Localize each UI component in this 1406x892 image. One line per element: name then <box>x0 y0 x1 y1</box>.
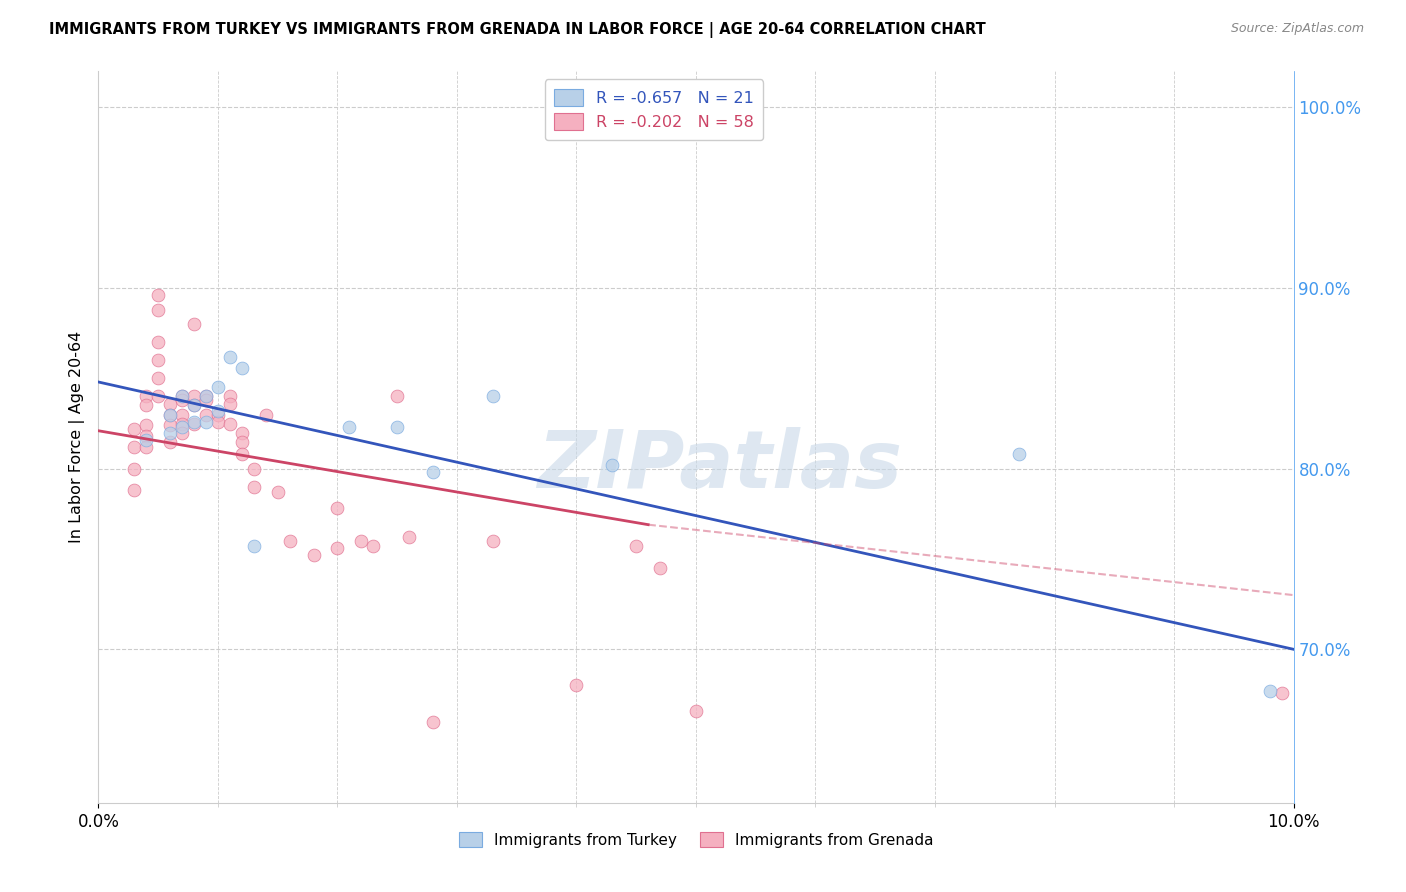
Point <box>172 389 194 403</box>
Point <box>231 447 253 461</box>
Point <box>148 353 170 368</box>
Point <box>135 399 157 413</box>
Point <box>231 425 253 440</box>
Point <box>219 389 242 403</box>
Point <box>195 408 218 422</box>
Point <box>135 433 157 447</box>
Point <box>267 485 290 500</box>
Point <box>219 417 242 431</box>
Point <box>195 389 218 403</box>
Point <box>602 458 624 472</box>
Point <box>172 392 194 407</box>
Point <box>1008 447 1031 461</box>
Point <box>231 360 253 375</box>
Point <box>148 288 170 302</box>
Point <box>385 389 409 403</box>
Point <box>243 461 266 475</box>
Text: Source: ZipAtlas.com: Source: ZipAtlas.com <box>1230 22 1364 36</box>
Point <box>685 704 707 718</box>
Point <box>159 418 181 433</box>
Point <box>326 541 349 556</box>
Point <box>135 440 157 454</box>
Point <box>148 371 170 385</box>
Point <box>482 389 505 403</box>
Point <box>124 483 146 498</box>
Point <box>172 408 194 422</box>
Point <box>183 399 205 413</box>
Point <box>183 417 205 431</box>
Point <box>302 549 325 563</box>
Point <box>650 561 672 575</box>
Point <box>172 425 194 440</box>
Point <box>148 389 170 403</box>
Point <box>482 533 505 548</box>
Point <box>565 678 588 692</box>
Point <box>172 417 194 431</box>
Point <box>278 533 301 548</box>
Point <box>385 420 409 434</box>
Point <box>148 302 170 317</box>
Point <box>183 317 205 331</box>
Point <box>172 389 194 403</box>
Point <box>183 389 205 403</box>
Point <box>219 350 242 364</box>
Point <box>231 434 253 449</box>
Point <box>326 501 349 516</box>
Point <box>124 461 146 475</box>
Legend: Immigrants from Turkey, Immigrants from Grenada: Immigrants from Turkey, Immigrants from … <box>453 826 939 854</box>
Point <box>339 420 361 434</box>
Point <box>124 440 146 454</box>
Point <box>159 408 181 422</box>
Point <box>254 408 277 422</box>
Point <box>135 418 157 433</box>
Point <box>207 415 229 429</box>
Point <box>183 399 205 413</box>
Point <box>159 425 181 440</box>
Point <box>207 408 229 422</box>
Text: ZIPatlas: ZIPatlas <box>537 427 903 506</box>
Point <box>159 397 181 411</box>
Point <box>398 530 420 544</box>
Text: IMMIGRANTS FROM TURKEY VS IMMIGRANTS FROM GRENADA IN LABOR FORCE | AGE 20-64 COR: IMMIGRANTS FROM TURKEY VS IMMIGRANTS FRO… <box>49 22 986 38</box>
Point <box>207 380 229 394</box>
Point <box>148 335 170 350</box>
Point <box>195 415 218 429</box>
Point <box>183 415 205 429</box>
Point <box>124 422 146 436</box>
Point <box>219 397 242 411</box>
Point <box>243 539 266 553</box>
Point <box>350 533 373 548</box>
Point <box>135 389 157 403</box>
Point <box>195 389 218 403</box>
Point <box>159 434 181 449</box>
Point <box>422 465 444 479</box>
Point <box>1271 685 1294 699</box>
Point <box>159 408 181 422</box>
Point <box>172 420 194 434</box>
Y-axis label: In Labor Force | Age 20-64: In Labor Force | Age 20-64 <box>69 331 84 543</box>
Point <box>207 404 229 418</box>
Point <box>135 429 157 443</box>
Point <box>243 480 266 494</box>
Point <box>626 539 648 553</box>
Point <box>195 392 218 407</box>
Point <box>1258 683 1281 698</box>
Point <box>422 714 444 729</box>
Point <box>363 539 385 553</box>
